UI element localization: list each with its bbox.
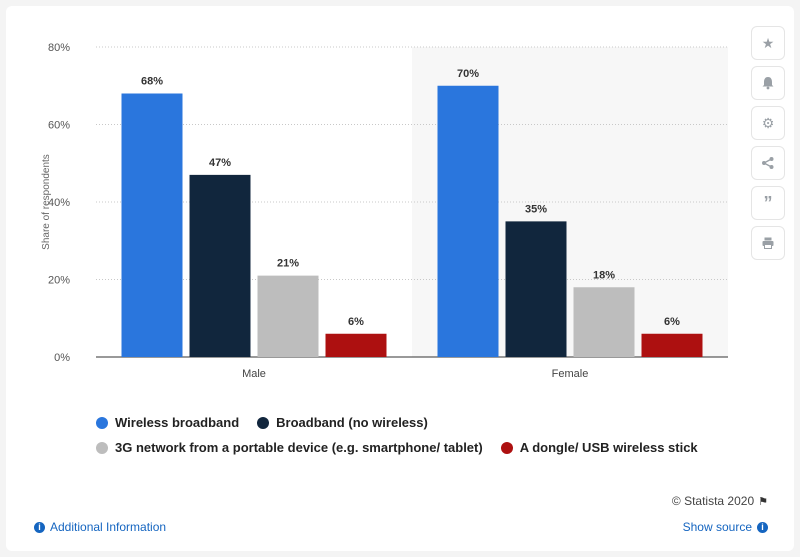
- chart-card: 0% 20% 40% 60% 80% Share of respondents 68% 47%…: [6, 6, 794, 551]
- additional-information-link[interactable]: i Additional Information: [34, 520, 166, 534]
- legend-marker: [500, 441, 513, 454]
- bar-value-label: 6%: [664, 316, 680, 328]
- legend-item-dongle[interactable]: A dongle/ USB wireless stick: [500, 440, 698, 455]
- bar: [257, 275, 319, 357]
- notification-button[interactable]: [751, 66, 785, 100]
- y-tick-label: 80%: [48, 42, 70, 54]
- gear-icon: ⚙: [761, 114, 775, 131]
- bar-value-label: 6%: [348, 316, 364, 328]
- bar-value-label: 70%: [457, 68, 479, 80]
- statista-credit[interactable]: © Statista 2020 ⚑: [672, 494, 768, 508]
- legend-marker: [257, 416, 270, 429]
- y-tick-label: 60%: [48, 120, 70, 132]
- share-icon: [762, 157, 774, 169]
- legend-label: Wireless broadband: [115, 415, 240, 430]
- bar-value-label: 21%: [277, 258, 299, 270]
- show-source-link[interactable]: Show source i: [683, 520, 768, 534]
- legend-row: 3G network from a portable device (e.g. …: [96, 436, 736, 459]
- copyright-text: © Statista 2020: [671, 494, 755, 508]
- x-tick-label: Male: [242, 368, 266, 380]
- bar: [573, 287, 635, 357]
- legend-marker: [96, 441, 108, 454]
- legend-label: 3G network from a portable device (e.g. …: [115, 440, 483, 455]
- legend-item-3g-network[interactable]: 3G network from a portable device (e.g. …: [96, 440, 483, 455]
- settings-button[interactable]: ⚙: [751, 106, 785, 140]
- show-source-label: Show source: [682, 520, 752, 534]
- legend-row: Wireless broadband Broadband (no wireles…: [96, 411, 736, 434]
- bar-value-label: 18%: [593, 269, 615, 281]
- print-icon: [762, 237, 774, 249]
- flag-icon: ⚑: [758, 495, 768, 508]
- bar-value-label: 68%: [141, 76, 163, 88]
- legend-label: Broadband (no wireless): [276, 415, 428, 430]
- y-tick-label: 20%: [48, 275, 70, 287]
- favorite-button[interactable]: ★: [751, 26, 785, 60]
- print-button[interactable]: [751, 226, 785, 260]
- x-tick-label: Female: [552, 368, 589, 380]
- bar: [641, 333, 703, 357]
- bar-chart: 0% 20% 40% 60% 80% Share of respondents 68% 47%…: [41, 42, 728, 380]
- bar: [121, 93, 183, 357]
- share-button[interactable]: [751, 146, 785, 180]
- bar-value-label: 47%: [209, 157, 231, 169]
- cite-button[interactable]: ”: [751, 186, 785, 220]
- quote-icon: ”: [763, 192, 773, 213]
- y-tick-label: 40%: [48, 197, 70, 209]
- bar: [189, 174, 251, 357]
- bar: [437, 85, 499, 357]
- chart-legend: Wireless broadband Broadband (no wireles…: [96, 411, 736, 461]
- bar-value-label: 35%: [525, 203, 547, 215]
- sidebar-toolbar: ★ ⚙ ”: [751, 26, 787, 266]
- bell-icon: [762, 77, 774, 90]
- legend-item-wireless-broadband[interactable]: Wireless broadband: [96, 415, 239, 430]
- info-icon: i: [757, 521, 768, 533]
- bar: [325, 333, 387, 357]
- y-tick-label: 0%: [54, 352, 70, 364]
- additional-information-label: Additional Information: [50, 520, 167, 534]
- bar: [505, 221, 567, 357]
- legend-item-broadband-no-wireless[interactable]: Broadband (no wireless): [257, 415, 428, 430]
- y-axis-label: Share of respondents: [41, 154, 52, 250]
- legend-marker: [96, 416, 108, 429]
- legend-label: A dongle/ USB wireless stick: [519, 440, 698, 455]
- star-icon: ★: [761, 34, 775, 51]
- info-icon: i: [34, 521, 45, 533]
